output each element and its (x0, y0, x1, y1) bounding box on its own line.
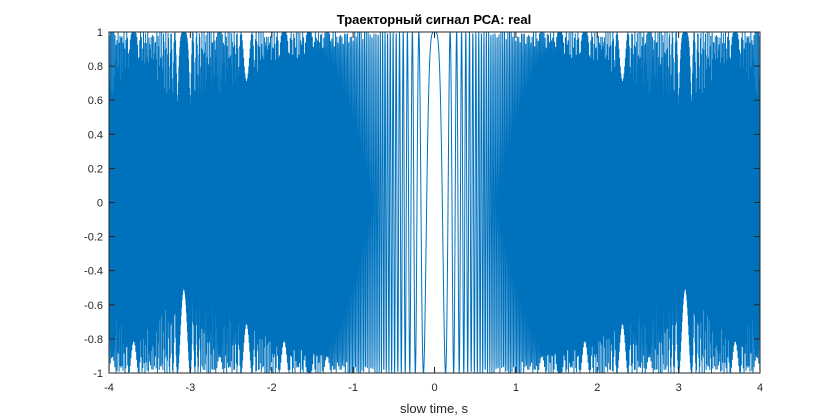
x-axis: -4 -3 -2 -1 0 1 2 3 4 (104, 32, 763, 394)
x-tick-label: 0 (431, 382, 437, 394)
y-axis: -1 -0.8 -0.6 -0.4 -0.2 0 0.2 0.4 0.6 0.8 1 (84, 27, 760, 380)
y-tick-label: 0.2 (88, 163, 103, 175)
x-tick-label: 2 (594, 382, 600, 394)
x-tick-label: 4 (757, 382, 763, 394)
y-tick-label: 0.6 (88, 95, 103, 107)
y-tick-label: 1 (97, 27, 103, 39)
y-tick-label: -1 (93, 368, 103, 380)
y-tick-label: -0.8 (84, 334, 103, 346)
x-tick-label: 1 (513, 382, 519, 394)
x-tick-label: 3 (676, 382, 682, 394)
x-tick-label: -1 (348, 382, 358, 394)
x-axis-label: slow time, s (400, 401, 468, 416)
x-tick-label: -4 (104, 382, 114, 394)
y-tick-label: -0.4 (84, 266, 103, 278)
x-tick-label: -2 (267, 382, 277, 394)
chart-title: Траекторный сигнал РСА: real (337, 12, 531, 27)
y-tick-label: -0.6 (84, 300, 103, 312)
series-line (109, 32, 760, 373)
y-tick-label: 0.4 (88, 129, 103, 141)
y-tick-label: -0.2 (84, 232, 103, 244)
y-tick-label: 0.8 (88, 61, 103, 73)
x-tick-label: -3 (185, 382, 195, 394)
y-tick-label: 0 (97, 198, 103, 210)
plot-area (109, 32, 760, 373)
